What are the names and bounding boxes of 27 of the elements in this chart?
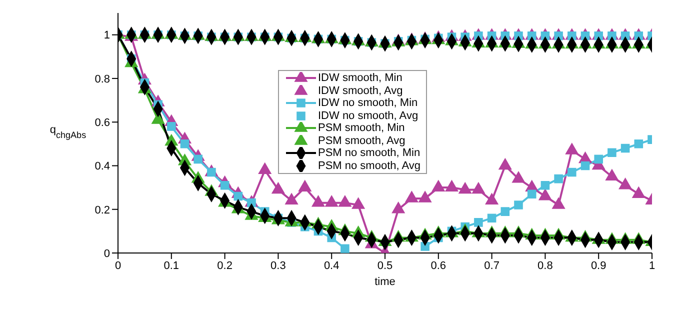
x-tick-label: 0.9 <box>590 260 606 272</box>
x-tick-label: 0.4 <box>324 260 340 272</box>
legend-label: PSM smooth, Avg <box>318 134 406 147</box>
x-tick-label: 0.7 <box>484 260 500 272</box>
x-tick-label: 0.1 <box>164 260 180 272</box>
y-tick-label: 0.8 <box>94 73 110 86</box>
legend-label: IDW smooth, Min <box>318 72 402 84</box>
y-tick-label: 0 <box>104 248 110 260</box>
legend-label: IDW smooth, Avg <box>318 84 403 97</box>
x-axis-title: time <box>374 276 396 288</box>
x-tick-label: 0 <box>114 260 122 272</box>
legend-label: PSM no smooth, Avg <box>318 160 421 172</box>
y-tick-label: 1 <box>104 30 110 42</box>
y-tick-label: 0.6 <box>94 116 110 129</box>
x-tick-label: 0.6 <box>430 260 446 272</box>
legend-label: IDW no smooth, Min <box>318 97 418 110</box>
legend-label: IDW no smooth, Avg <box>318 110 418 122</box>
legend-label: PSM no smooth, Min <box>318 147 420 160</box>
x-tick-label: 1 <box>648 260 656 272</box>
x-tick-label: 0.3 <box>270 260 286 272</box>
y-tick-label: 0.4 <box>94 160 110 173</box>
x-tick-label: 0.2 <box>217 260 232 272</box>
legend-label: PSM smooth, Min <box>318 122 405 134</box>
x-tick-label: 0.8 <box>538 260 553 272</box>
y-axis-title: q$_{chgAbs}$ <box>50 124 87 140</box>
y-tick-label: 0.2 <box>94 204 110 216</box>
x-tick-label: 0.5 <box>377 260 393 272</box>
